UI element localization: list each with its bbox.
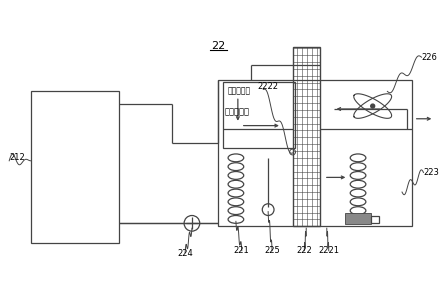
Text: 224: 224 bbox=[177, 248, 193, 258]
Text: 2222: 2222 bbox=[257, 82, 278, 91]
Bar bbox=[31, 92, 119, 243]
Bar bbox=[292, 48, 320, 226]
Bar bbox=[223, 82, 295, 148]
Text: 内循环气流: 内循环气流 bbox=[228, 87, 251, 95]
Text: 223: 223 bbox=[424, 168, 439, 177]
Bar bbox=[346, 213, 371, 224]
Text: 外环境气流: 外环境气流 bbox=[224, 108, 249, 116]
Text: 2221: 2221 bbox=[318, 246, 339, 255]
Text: 226: 226 bbox=[422, 53, 437, 62]
Circle shape bbox=[371, 104, 375, 108]
Text: 221: 221 bbox=[234, 246, 250, 255]
Bar bbox=[371, 215, 379, 223]
Text: 222: 222 bbox=[296, 246, 312, 255]
Bar bbox=[218, 80, 412, 226]
Text: 225: 225 bbox=[264, 246, 280, 255]
Text: 212: 212 bbox=[9, 153, 25, 162]
Text: 22: 22 bbox=[211, 41, 225, 51]
